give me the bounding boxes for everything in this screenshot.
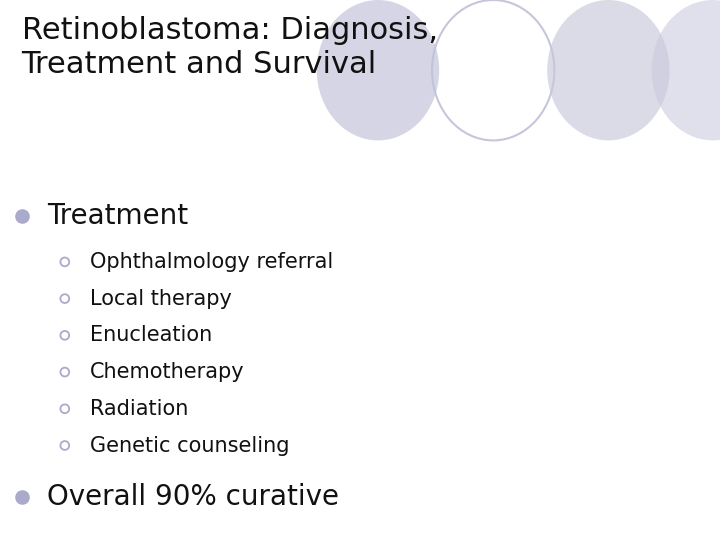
Text: Overall 90% curative: Overall 90% curative [47, 483, 339, 511]
Point [59, 331, 71, 340]
Point [59, 258, 71, 266]
Text: Radiation: Radiation [90, 399, 189, 419]
Ellipse shape [652, 0, 720, 140]
Text: Genetic counseling: Genetic counseling [90, 435, 289, 456]
Text: Ophthalmology referral: Ophthalmology referral [90, 252, 333, 272]
Point [16, 212, 27, 220]
Text: Chemotherapy: Chemotherapy [90, 362, 245, 382]
Text: Local therapy: Local therapy [90, 288, 232, 309]
Point [59, 404, 71, 413]
Text: Treatment: Treatment [47, 202, 188, 230]
Ellipse shape [547, 0, 670, 140]
Point [59, 368, 71, 376]
Point [59, 441, 71, 450]
Text: Enucleation: Enucleation [90, 325, 212, 346]
Ellipse shape [317, 0, 439, 140]
Point [59, 294, 71, 303]
Text: Retinoblastoma: Diagnosis,
Treatment and Survival: Retinoblastoma: Diagnosis, Treatment and… [22, 16, 438, 79]
Point [16, 492, 27, 501]
